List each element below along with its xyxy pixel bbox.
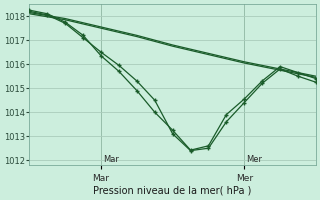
X-axis label: Pression niveau de la mer( hPa ): Pression niveau de la mer( hPa ) [93,186,252,196]
Text: Mer: Mer [246,155,262,164]
Text: Mar: Mar [103,155,119,164]
